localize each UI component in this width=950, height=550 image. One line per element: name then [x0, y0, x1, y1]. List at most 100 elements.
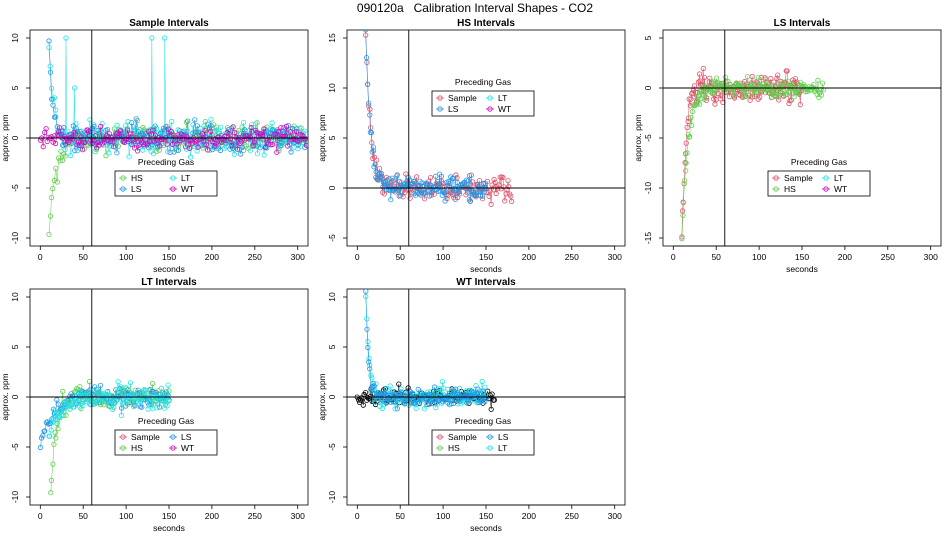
data-point-LS [175, 147, 181, 153]
data-point-WT [193, 138, 200, 144]
data-point-HS [766, 80, 773, 87]
data-point-WT [150, 127, 156, 133]
data-point-LS [474, 189, 480, 195]
data-point-LS [59, 142, 66, 148]
data-point-WT [157, 143, 163, 149]
legend-label-LS: LS [131, 184, 142, 194]
data-point-WT [151, 139, 157, 145]
data-point-Sample [383, 174, 390, 180]
data-point-WT [85, 127, 91, 133]
data-point-LS [242, 127, 248, 133]
legend-label-Sample: Sample [131, 432, 160, 442]
data-point-WT [237, 140, 243, 146]
data-point-WT [52, 140, 59, 147]
data-point-WT [257, 131, 263, 137]
data-point-LS [363, 54, 370, 61]
x-tick-label: 0 [671, 252, 676, 262]
data-point-HS [770, 84, 776, 90]
data-point-LT [53, 410, 60, 416]
data-point-Sample [505, 178, 511, 184]
data-point-HS [254, 120, 260, 126]
data-point-HS [688, 115, 694, 121]
data-point-LS [146, 145, 152, 151]
x-axis-label: seconds [153, 523, 185, 533]
data-point-LT [65, 401, 71, 407]
data-point-LS [480, 388, 486, 394]
data-point-HS [150, 380, 156, 387]
legend-marker-LT [170, 175, 176, 181]
data-point-HS [62, 153, 68, 159]
data-point-HS [747, 82, 753, 88]
data-point-LS [375, 177, 381, 183]
legend-marker-LS [170, 434, 176, 440]
data-point-WT [199, 131, 205, 137]
legend-marker-WT [487, 106, 493, 112]
data-point-WT [288, 129, 294, 135]
data-point-HS [51, 441, 57, 447]
data-point-LS [371, 164, 377, 170]
data-point-LS [451, 388, 458, 395]
data-point-HS [713, 75, 720, 81]
x-tick-label: 50 [711, 252, 721, 262]
x-tick-label: 250 [248, 511, 262, 521]
data-point-LT [169, 118, 175, 125]
data-point-LS [277, 143, 283, 149]
data-point-Sample [506, 184, 512, 190]
data-point-LS [162, 127, 168, 133]
data-point-LS [440, 398, 446, 405]
data-point-LS [130, 130, 136, 137]
data-point-LS [139, 404, 145, 410]
data-point-LS [438, 173, 444, 179]
data-point-LS [140, 131, 146, 138]
data-point-Sample [718, 93, 724, 99]
data-point-LS [428, 397, 434, 404]
data-point-LT [78, 389, 84, 395]
legend-label-HS: HS [131, 443, 143, 453]
data-point-WT [128, 131, 134, 137]
x-tick-label: 150 [479, 511, 493, 521]
data-point-LS [152, 123, 158, 129]
legend-label-Sample: Sample [784, 173, 813, 183]
y-tick-label: -5 [643, 134, 653, 142]
data-point-Sample [786, 100, 792, 107]
data-point-LT [188, 154, 194, 160]
data-point-WT [274, 149, 280, 155]
data-point-WT [72, 131, 79, 137]
data-point-LS [55, 401, 61, 407]
data-point-LT [113, 144, 119, 150]
data-point-HS [722, 74, 729, 80]
data-point-HS [58, 148, 64, 154]
data-point-LS [434, 397, 441, 403]
y-tick-label: 10 [10, 33, 20, 43]
data-point-HS [744, 88, 750, 94]
data-point-LS [98, 382, 104, 388]
data-point-HS [60, 388, 66, 394]
data-point-Sample [381, 191, 387, 197]
data-point-WT [195, 144, 201, 150]
data-point-HS [795, 89, 801, 96]
data-point-LT [201, 123, 207, 129]
data-point-LS [388, 399, 394, 405]
data-point-LS [398, 182, 404, 188]
data-point-WT [111, 144, 117, 150]
data-point-LT [482, 384, 488, 390]
legend-box [767, 170, 871, 197]
data-point-LS [194, 123, 200, 129]
data-point-WT [82, 139, 88, 145]
data-point-LS [208, 123, 214, 129]
data-point-HS [750, 78, 757, 84]
data-point-HS [207, 147, 213, 153]
data-point-HS [687, 134, 693, 140]
data-point-Sample [403, 171, 409, 177]
data-point-LT [68, 402, 74, 408]
data-point-Sample [489, 182, 495, 188]
data-point-HS [698, 96, 704, 102]
data-point-LS [426, 391, 432, 397]
data-point-black [360, 402, 366, 408]
data-point-LS [482, 180, 488, 186]
data-point-WT [289, 137, 295, 143]
data-point-black [362, 389, 369, 396]
data-point-LT [159, 398, 165, 404]
